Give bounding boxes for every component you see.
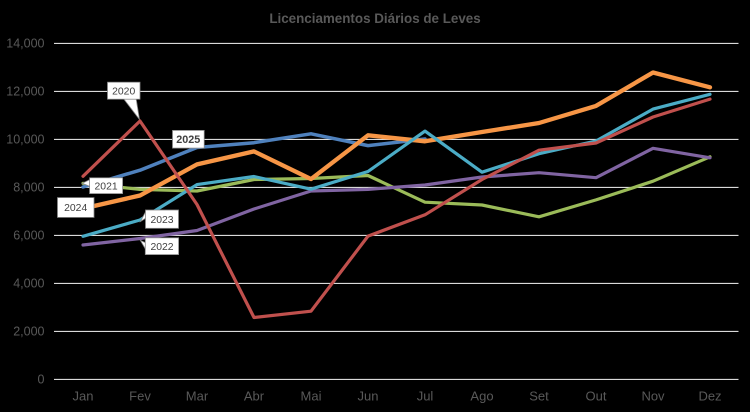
svg-text:Jun: Jun	[358, 389, 379, 404]
svg-text:2025: 2025	[176, 134, 200, 146]
svg-text:Ago: Ago	[470, 389, 493, 404]
svg-text:2022: 2022	[150, 242, 173, 253]
svg-text:2024: 2024	[64, 203, 87, 214]
svg-text:4,000: 4,000	[13, 277, 44, 291]
svg-text:Abr: Abr	[244, 389, 265, 404]
svg-text:Dez: Dez	[698, 389, 721, 404]
svg-text:6,000: 6,000	[13, 229, 44, 243]
svg-text:2020: 2020	[112, 86, 135, 97]
svg-text:Jan: Jan	[73, 389, 94, 404]
svg-text:14,000: 14,000	[6, 37, 44, 51]
svg-text:10,000: 10,000	[6, 133, 44, 147]
svg-text:Mai: Mai	[301, 389, 322, 404]
svg-text:Mar: Mar	[186, 389, 209, 404]
svg-text:Nov: Nov	[641, 389, 665, 404]
svg-text:Out: Out	[586, 389, 607, 404]
svg-text:Jul: Jul	[417, 389, 434, 404]
svg-text:2,000: 2,000	[13, 325, 44, 339]
svg-text:Licenciamentos Diários de Leve: Licenciamentos Diários de Leves	[269, 11, 480, 26]
svg-text:Set: Set	[529, 389, 549, 404]
svg-text:2021: 2021	[95, 181, 118, 192]
svg-text:8,000: 8,000	[13, 181, 44, 195]
svg-text:Fev: Fev	[129, 389, 151, 404]
svg-text:12,000: 12,000	[6, 85, 44, 99]
svg-text:2023: 2023	[150, 215, 173, 226]
svg-text:0: 0	[38, 373, 45, 387]
